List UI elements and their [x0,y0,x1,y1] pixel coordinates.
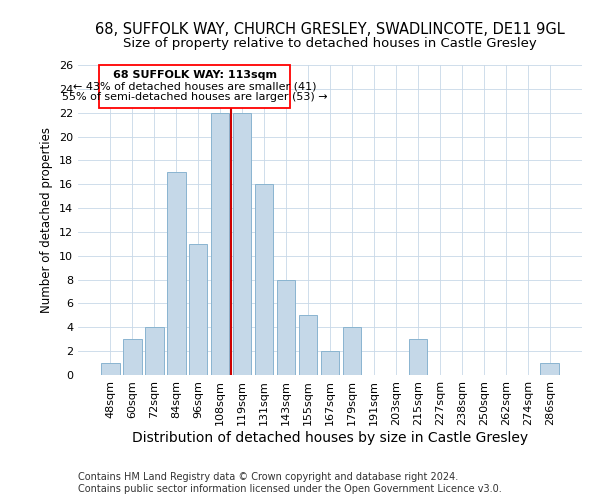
Bar [101,363,119,375]
Bar [233,112,251,375]
Text: 55% of semi-detached houses are larger (53) →: 55% of semi-detached houses are larger (… [62,92,328,102]
Bar [343,328,361,375]
Y-axis label: Number of detached properties: Number of detached properties [40,127,53,313]
X-axis label: Distribution of detached houses by size in Castle Gresley: Distribution of detached houses by size … [132,430,528,444]
Bar [320,351,340,375]
Bar [167,172,185,375]
Text: Contains HM Land Registry data © Crown copyright and database right 2024.: Contains HM Land Registry data © Crown c… [78,472,458,482]
Text: 68, SUFFOLK WAY, CHURCH GRESLEY, SWADLINCOTE, DE11 9GL: 68, SUFFOLK WAY, CHURCH GRESLEY, SWADLIN… [95,22,565,38]
Text: Size of property relative to detached houses in Castle Gresley: Size of property relative to detached ho… [123,38,537,51]
Text: Contains public sector information licensed under the Open Government Licence v3: Contains public sector information licen… [78,484,502,494]
Text: ← 43% of detached houses are smaller (41): ← 43% of detached houses are smaller (41… [73,81,317,91]
Bar [211,112,229,375]
Bar [409,339,427,375]
Bar [541,363,559,375]
Bar [277,280,295,375]
Bar [189,244,208,375]
Bar [299,316,317,375]
Text: 68 SUFFOLK WAY: 113sqm: 68 SUFFOLK WAY: 113sqm [113,70,277,81]
Bar [123,339,142,375]
Bar [255,184,274,375]
Bar [99,65,290,108]
Bar [145,328,164,375]
